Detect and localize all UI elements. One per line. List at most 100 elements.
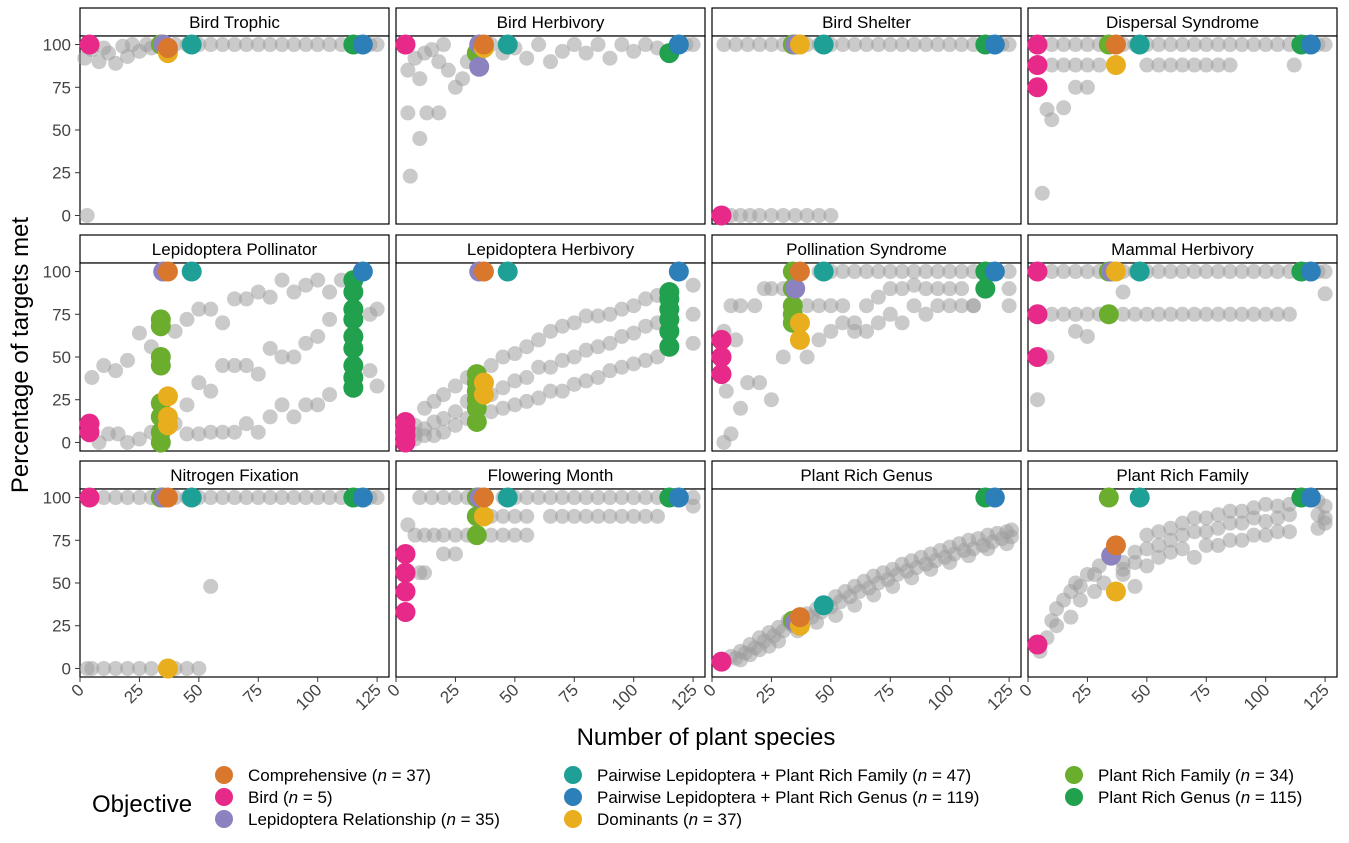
- background-point: [250, 37, 266, 53]
- background-point: [495, 508, 511, 524]
- point-pgen: [984, 261, 1005, 282]
- panel-title: Bird Shelter: [822, 13, 911, 32]
- background-point: [298, 277, 314, 293]
- background-point: [602, 306, 618, 322]
- background-point: [447, 490, 463, 506]
- point-pfam: [497, 487, 518, 508]
- x-tick-label: 125: [983, 680, 1016, 713]
- background-point: [1246, 500, 1262, 516]
- background-point: [519, 490, 535, 506]
- background-point: [954, 264, 970, 280]
- background-point: [1139, 541, 1155, 557]
- background-point: [1286, 57, 1302, 73]
- background-point: [167, 323, 183, 339]
- background-point: [590, 490, 606, 506]
- background-point: [1072, 592, 1088, 608]
- background-point: [685, 498, 701, 514]
- background-point: [424, 42, 440, 58]
- point-dom: [473, 384, 494, 405]
- legend-swatch: [564, 810, 582, 828]
- background-point: [823, 207, 839, 223]
- background-point: [507, 397, 523, 413]
- background-point: [870, 289, 886, 305]
- background-point: [1317, 510, 1333, 526]
- background-point: [763, 37, 779, 53]
- panel-nitrogen-fixation: Nitrogen Fixation 0 25 50 75 100 0 25 50 75 100 125: [43, 460, 390, 714]
- background-point: [1139, 558, 1155, 574]
- background-point: [495, 380, 511, 396]
- legend-swatch: [215, 810, 233, 828]
- background-point: [191, 301, 207, 317]
- background-point: [638, 291, 654, 307]
- background-point: [179, 660, 195, 676]
- background-point: [274, 272, 290, 288]
- background-point: [811, 207, 827, 223]
- background-point: [1151, 264, 1167, 280]
- point-dom: [1105, 55, 1126, 76]
- background-point: [131, 431, 147, 447]
- background-point: [554, 43, 570, 59]
- x-axis-title: Number of plant species: [577, 724, 836, 751]
- background-point: [1234, 532, 1250, 548]
- x-tick-label: 0: [1016, 680, 1036, 700]
- background-point: [215, 37, 231, 53]
- background-point: [649, 508, 665, 524]
- background-point: [602, 363, 618, 379]
- legend-item-prf: Plant Rich Family (n = 34): [1065, 766, 1294, 785]
- point-pgen: [984, 487, 1005, 508]
- background-point: [455, 71, 471, 87]
- background-point: [1056, 264, 1072, 280]
- point-pgen: [1300, 261, 1321, 282]
- background-point: [531, 490, 547, 506]
- background-point: [495, 349, 511, 365]
- background-point: [1222, 57, 1238, 73]
- background-point: [1198, 57, 1214, 73]
- background-point: [1317, 286, 1333, 302]
- background-point: [809, 614, 825, 630]
- background-point: [882, 37, 898, 53]
- point-bird: [395, 34, 416, 55]
- point-pfam: [497, 34, 518, 55]
- background-point: [369, 378, 385, 394]
- point-bird: [1027, 34, 1048, 55]
- background-point: [566, 349, 582, 365]
- background-point: [904, 570, 920, 586]
- background-point: [531, 332, 547, 348]
- legend-item-comp: Comprehensive (n = 37): [215, 766, 431, 785]
- background-point: [250, 490, 266, 506]
- panel-title: Mammal Herbivory: [1111, 240, 1254, 259]
- background-point: [918, 281, 934, 297]
- background-point: [120, 434, 136, 450]
- background-point: [1151, 37, 1167, 53]
- background-point: [298, 335, 314, 351]
- point-comp: [789, 607, 810, 628]
- legend-swatch: [215, 788, 233, 806]
- background-point: [262, 37, 278, 53]
- background-point: [870, 315, 886, 331]
- point-pfam: [1129, 34, 1150, 55]
- background-point: [566, 315, 582, 331]
- background-point: [614, 359, 630, 375]
- background-point: [1079, 264, 1095, 280]
- background-point: [436, 546, 452, 562]
- background-point: [1056, 37, 1072, 53]
- background-point: [554, 383, 570, 399]
- x-tick-label: 75: [871, 680, 898, 707]
- x-tick-label: 25: [436, 680, 463, 707]
- point-comp: [789, 261, 810, 282]
- background-point: [614, 301, 630, 317]
- point-pfam: [1129, 487, 1150, 508]
- background-point: [1175, 57, 1190, 73]
- background-point: [1234, 264, 1250, 280]
- background-point: [1034, 185, 1050, 201]
- y-tick-label: 0: [62, 206, 71, 225]
- background-point: [310, 328, 326, 344]
- legend-label: Pairwise Lepidoptera + Plant Rich Family…: [597, 766, 971, 785]
- point-dom: [1105, 261, 1126, 282]
- background-point: [614, 328, 630, 344]
- point-prg: [975, 278, 996, 299]
- background-point: [685, 335, 701, 351]
- background-point: [1115, 284, 1131, 300]
